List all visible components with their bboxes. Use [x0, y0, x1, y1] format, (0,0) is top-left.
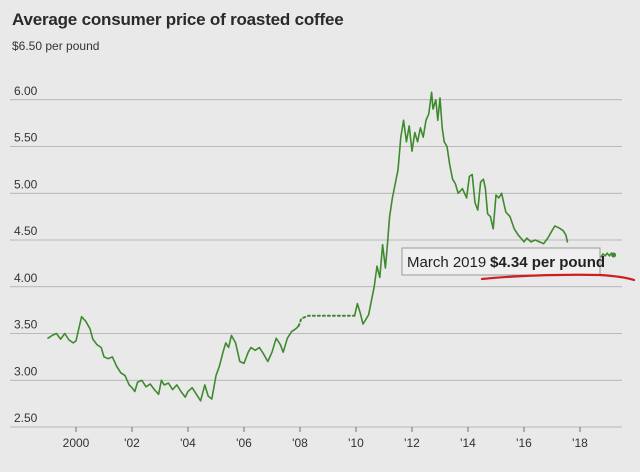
x-tick-label: '14: [460, 436, 476, 450]
annotation-date: March 2019: [407, 254, 486, 271]
series-line-segment-0: [47, 315, 300, 402]
x-tick-label: '18: [572, 436, 588, 450]
y-tick-label: 3.00: [14, 364, 38, 378]
series-line-segment-1: [297, 314, 356, 327]
y-tick-label: 2.50: [14, 411, 38, 425]
chart-title: Average consumer price of roasted coffee: [12, 10, 344, 29]
x-tick-label: '04: [180, 436, 196, 450]
annotation-point: [611, 252, 617, 258]
x-tick-label: '02: [124, 436, 140, 450]
annotation-underline: [480, 273, 636, 282]
y-tick-label: 4.50: [14, 224, 38, 238]
annotation-value: $4.34 per pound: [490, 254, 605, 271]
y-tick-label: 6.00: [14, 84, 38, 98]
series-line-segment-3: [600, 252, 615, 258]
y-tick-label: 4.00: [14, 271, 38, 285]
series-line-segment-2: [353, 91, 569, 325]
x-tick-label: '16: [516, 436, 532, 450]
y-tick-label: 5.50: [14, 131, 38, 145]
y-axis-top-label: $6.50 per pound: [12, 39, 99, 53]
x-tick-label: '06: [236, 436, 252, 450]
x-tick-label: '08: [292, 436, 308, 450]
y-tick-label: 3.50: [14, 318, 38, 332]
y-tick-label: 5.00: [14, 177, 38, 191]
x-tick-label: 2000: [63, 436, 90, 450]
annotation-box: [401, 247, 601, 276]
x-tick-label: '10: [348, 436, 364, 450]
annotation-callout: March 2019 $4.34 per pound: [401, 247, 605, 276]
x-tick-label: '12: [404, 436, 420, 450]
